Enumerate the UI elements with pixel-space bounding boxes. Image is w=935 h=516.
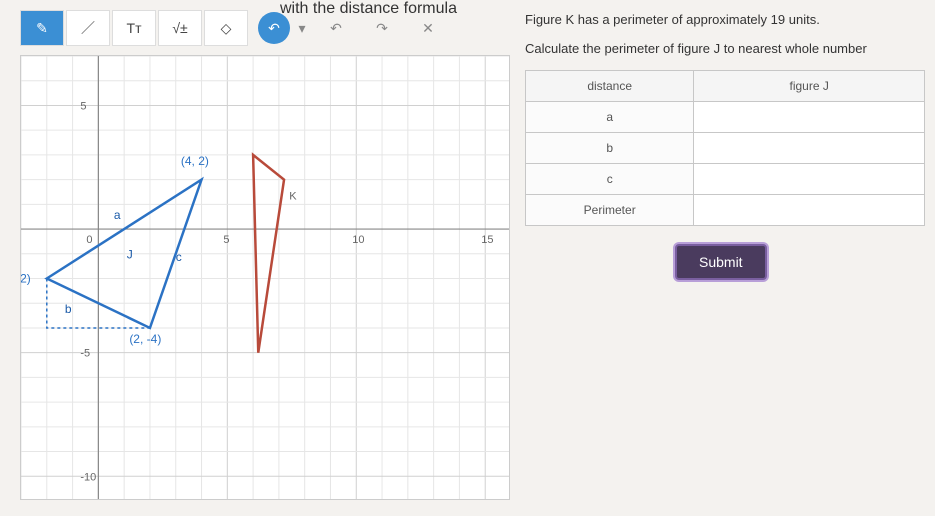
toolbar: ✎ ／ Tᴛ √± ◇ ↶ ▾ ↶ ↷ ✕ [20, 10, 450, 46]
text-tool-button[interactable]: Tᴛ [112, 10, 156, 46]
sqrt-icon: √± [172, 20, 187, 36]
svg-text:5: 5 [80, 100, 86, 112]
chevron-down-icon: ▾ [298, 20, 305, 37]
table-row: c [526, 164, 925, 195]
math-tool-button[interactable]: √± [158, 10, 202, 46]
right-panel: Figure K has a perimeter of approximatel… [525, 12, 925, 280]
svg-text:10: 10 [352, 234, 364, 246]
svg-text:J: J [127, 248, 133, 262]
submit-button[interactable]: Submit [675, 244, 767, 280]
redo-icon: ↷ [376, 20, 388, 37]
svg-text:a: a [114, 208, 121, 222]
row-label: a [526, 102, 694, 133]
row-input-cell[interactable] [694, 133, 925, 164]
table-header-figure: figure J [694, 71, 925, 102]
svg-text:K: K [289, 190, 297, 202]
svg-text:(-2, -2): (-2, -2) [21, 272, 31, 286]
statement-1: Figure K has a perimeter of approximatel… [525, 12, 925, 27]
table-row: Perimeter [526, 195, 925, 226]
dropdown-button[interactable]: ▾ [292, 10, 312, 46]
undo-round-button[interactable]: ↶ [258, 12, 290, 44]
undo-alt-icon: ↶ [268, 20, 280, 37]
graph-panel[interactable]: 5 10 15 -10 -5 5 0 Ja b c (4, 2) (2, -4) (-2, -2) K [20, 55, 510, 500]
undo-icon: ↶ [330, 20, 342, 37]
row-label: c [526, 164, 694, 195]
svg-text:0: 0 [86, 234, 92, 246]
svg-text:b: b [65, 302, 72, 316]
table-header-distance: distance [526, 71, 694, 102]
table-row: b [526, 133, 925, 164]
row-input-cell[interactable] [694, 164, 925, 195]
svg-text:-5: -5 [80, 348, 90, 360]
svg-text:(4, 2): (4, 2) [181, 154, 209, 168]
table-row: a [526, 102, 925, 133]
row-input-cell[interactable] [694, 102, 925, 133]
coordinate-graph: 5 10 15 -10 -5 5 0 Ja b c (4, 2) (2, -4) (-2, -2) K [21, 56, 509, 499]
svg-text:15: 15 [481, 234, 493, 246]
line-icon: ／ [81, 18, 95, 38]
svg-text:5: 5 [223, 234, 229, 246]
pen-tool-button[interactable]: ✎ [20, 10, 64, 46]
svg-text:(2, -4): (2, -4) [129, 332, 161, 346]
pen-icon: ✎ [36, 20, 48, 37]
eraser-tool-button[interactable]: ◇ [204, 10, 248, 46]
answer-table: distance figure J abcPerimeter [525, 70, 925, 226]
close-button[interactable]: ✕ [406, 10, 450, 46]
close-icon: ✕ [422, 20, 434, 37]
statement-2: Calculate the perimeter of figure J to n… [525, 41, 925, 56]
row-label: Perimeter [526, 195, 694, 226]
eraser-icon: ◇ [221, 20, 232, 37]
row-label: b [526, 133, 694, 164]
text-icon: Tᴛ [127, 20, 142, 36]
undo-button[interactable]: ↶ [314, 10, 358, 46]
line-tool-button[interactable]: ／ [66, 10, 110, 46]
svg-text:-10: -10 [80, 471, 96, 483]
svg-text:c: c [176, 250, 182, 264]
row-input-cell[interactable] [694, 195, 925, 226]
redo-button[interactable]: ↷ [360, 10, 404, 46]
